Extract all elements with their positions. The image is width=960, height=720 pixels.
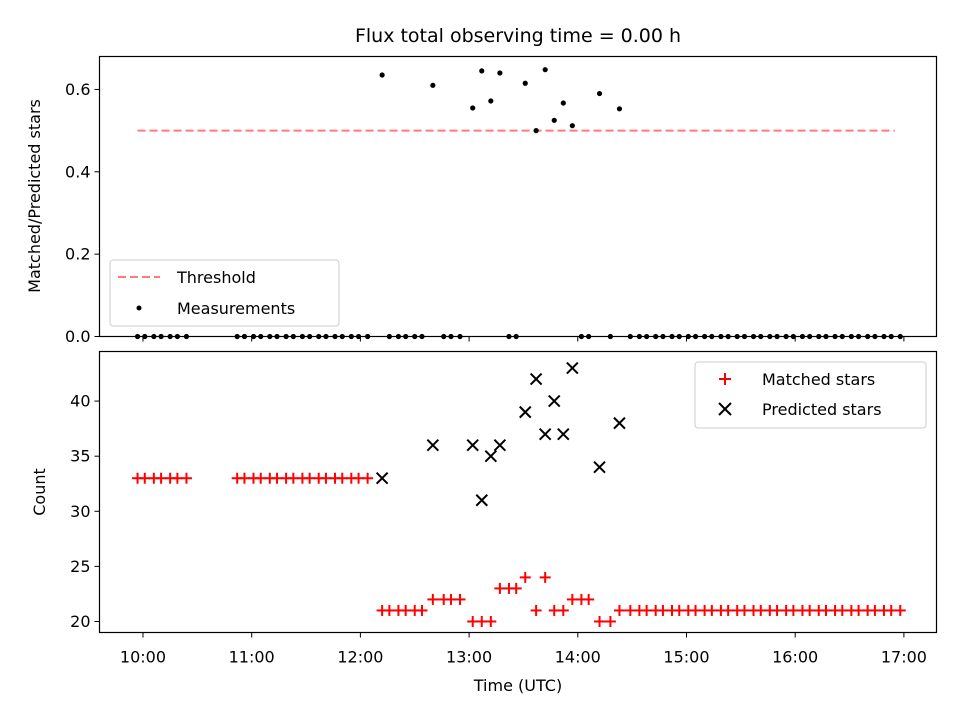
x-tick-label: 14:00: [555, 648, 601, 667]
measurement-point: [533, 128, 539, 134]
legend-matched-label: Matched stars: [762, 370, 875, 389]
matched-star-point: [416, 604, 428, 616]
top-y-axis-label: Matched/Predicted stars: [25, 99, 44, 293]
top-y-tick-label: 0.0: [65, 327, 90, 346]
predicted-star-point: [426, 438, 440, 452]
predicted-star-point: [548, 394, 561, 408]
predicted-star-point: [613, 416, 626, 430]
predicted-star-point: [375, 472, 389, 485]
matched-star-point: [583, 593, 595, 605]
bottom-legend: Matched stars Predicted stars: [694, 361, 927, 429]
predicted-star-point: [484, 449, 498, 463]
bottom-legend-box: [694, 361, 927, 429]
bottom-panel: 20 25 30 35 40 10:00 11:00 12:00 13:00 14:00 15:0…: [30, 350, 938, 695]
matched-star-point: [427, 593, 439, 605]
legend-predicted-label: Predicted stars: [762, 400, 882, 419]
top-y-tick-label: 0.4: [65, 162, 90, 181]
x-tick-label: 11:00: [229, 648, 275, 667]
bottom-y-tick-label: 35: [70, 447, 90, 466]
legend-measurements-label: Measurements: [177, 299, 295, 318]
matched-star-point: [510, 582, 522, 594]
measurement-point: [596, 90, 603, 97]
predicted-star-point: [475, 494, 488, 507]
matched-star-point: [362, 472, 374, 484]
bottom-y-tick-label: 30: [70, 502, 90, 521]
bottom-y-tick-label: 20: [70, 612, 90, 631]
x-tick-label: 17:00: [881, 648, 927, 667]
predicted-star-point: [493, 438, 507, 452]
measurement-point: [497, 70, 503, 76]
measurement-point: [569, 123, 575, 129]
top-legend: Threshold Measurements: [109, 259, 340, 327]
x-axis-label: Time (UTC): [473, 676, 562, 695]
top-panel: 0.0 0.2 0.4 0.6 Matched/Predicted stars Thr…: [25, 55, 938, 346]
x-tick-label: 10:00: [120, 648, 166, 667]
measurement-point: [479, 68, 485, 74]
matched-star-point: [180, 472, 192, 484]
top-y-tick-label: 0.6: [65, 80, 90, 99]
chart-title: Flux total observing time = 0.00 h: [355, 25, 681, 47]
bottom-y-axis-label: Count: [30, 468, 49, 516]
matched-star-point: [519, 571, 531, 583]
bottom-y-tick-label: 40: [70, 392, 90, 411]
matched-star-point: [530, 604, 542, 616]
predicted-star-point: [466, 438, 479, 452]
measurement-point: [542, 67, 548, 73]
matched-star-point: [894, 604, 906, 616]
bottom-y-tick-label: 25: [70, 557, 90, 576]
legend-matched-swatch: [719, 373, 731, 385]
top-axes-frame: [98, 55, 938, 338]
measurement-point: [522, 80, 528, 86]
matched-star-point: [613, 604, 625, 616]
matched-star-point: [454, 593, 466, 605]
legend-predicted-swatch: [718, 402, 732, 416]
bottom-axes-frame: [98, 350, 938, 634]
predicted-star-point: [519, 405, 532, 419]
predicted-star-point: [566, 361, 579, 375]
predicted-star-point: [529, 372, 543, 386]
measurement-point: [551, 117, 557, 123]
measurement-point: [430, 82, 436, 88]
measurement-point: [379, 72, 385, 78]
measurement-point: [488, 98, 494, 104]
top-legend-box: [109, 259, 340, 327]
x-tick-label: 12:00: [337, 648, 383, 667]
matched-star-point: [557, 604, 569, 616]
legend-measurements-swatch: [136, 305, 142, 311]
measurement-point: [560, 100, 566, 106]
top-y-tick-label: 0.2: [65, 245, 90, 264]
legend-threshold-label: Threshold: [176, 268, 256, 287]
matched-star-point: [485, 615, 497, 627]
matched-star-point: [594, 615, 606, 627]
measurement-point: [470, 105, 476, 111]
x-tick-label: 13:00: [446, 648, 492, 667]
predicted-star-point: [557, 427, 570, 441]
predicted-star-point: [593, 460, 606, 474]
matched-star-point: [539, 571, 551, 583]
x-tick-label: 16:00: [772, 648, 818, 667]
matched-star-point: [604, 615, 616, 627]
measurement-point: [616, 106, 623, 112]
x-tick-label: 15:00: [663, 648, 709, 667]
predicted-star-point: [538, 427, 552, 441]
